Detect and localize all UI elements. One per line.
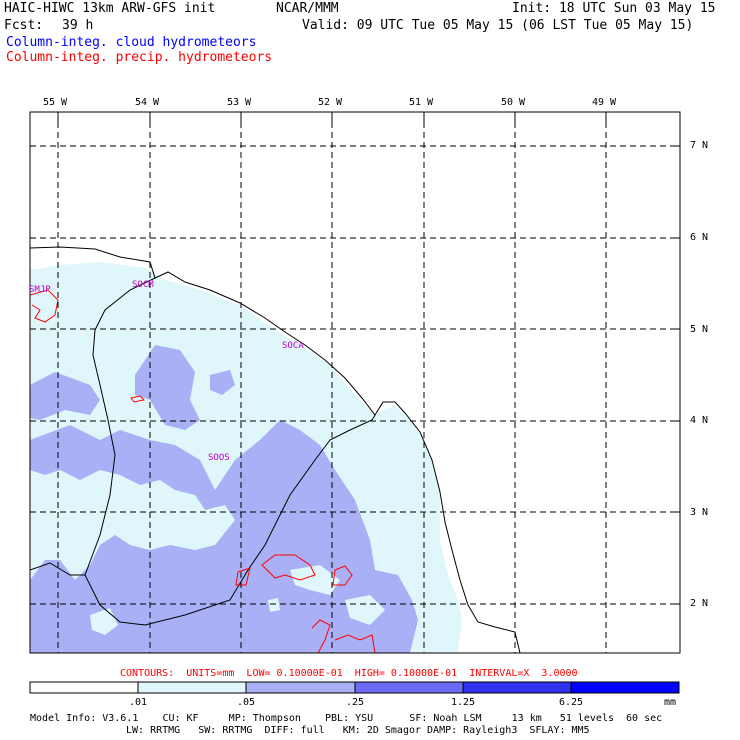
station-label: SOOS [208,453,230,463]
lon-label: 51 W [409,97,434,108]
lon-label: 49 W [592,97,617,108]
border [30,562,85,576]
tick-marks [57,112,680,605]
lat-label: 3 N [690,507,709,518]
field1-label: Column-integ. cloud hydrometeors [6,35,257,50]
center-label: NCAR/MMM [276,1,339,16]
lon-label: 53 W [227,97,252,108]
border [84,277,376,626]
cloud-medium-region [30,372,100,420]
map-frame [29,111,681,654]
precip-contours [30,289,376,653]
cloud-medium-region [135,345,200,430]
model-info-line2: LW: RRTMG SW: RRTMG DIFF: full KM: 2D Sm… [126,725,590,736]
cloud-light-hole [345,595,385,625]
lon-label: 55 W [43,97,68,108]
valid-time: Valid: 09 UTC Tue 05 May 15 (06 LST Tue … [302,18,694,33]
colorbar [29,681,680,694]
lon-label: 54 W [135,97,160,108]
lon-label: 52 W [318,97,343,108]
model-title: HAIC-HIWC 13km ARW-GFS init [4,1,216,16]
forecast-value: 39 h [62,18,94,33]
colorbar-tick: .25 [345,697,365,708]
model-info-line1: Model Info: V3.6.1 CU: KF MP: Thompson P… [30,713,663,724]
field2-label: Column-integ. precip. hydrometeors [6,50,273,65]
lat-label: 4 N [690,415,709,426]
colorbar-tick: .05 [236,697,256,708]
colorbar-unit: mm [664,697,677,708]
station-label: SOCA [282,341,304,351]
cloud-light-hole [268,598,280,612]
cloud-medium-region [210,370,235,395]
cloud-medium-region [30,420,418,653]
lat-label: 2 N [690,598,709,609]
lat-lon-grid [30,112,680,653]
cloud-light-hole [290,565,340,595]
station-label: SOCM [132,280,154,290]
forecast-label: Fcst: [4,18,44,33]
colorbar-tick: 1.25 [450,697,476,708]
lat-label: 6 N [690,232,709,243]
contour-info: CONTOURS: UNITS=mm LOW= 0.10000E-01 HIGH… [120,668,578,679]
station-label: SMJP [29,285,51,295]
lat-label: 7 N [690,140,709,151]
lon-label: 50 W [501,97,526,108]
colorbar-tick: 6.25 [558,697,584,708]
lat-label: 5 N [690,324,709,335]
init-time: Init: 18 UTC Sun 03 May 15 [512,1,716,16]
colorbar-tick: .01 [128,697,148,708]
